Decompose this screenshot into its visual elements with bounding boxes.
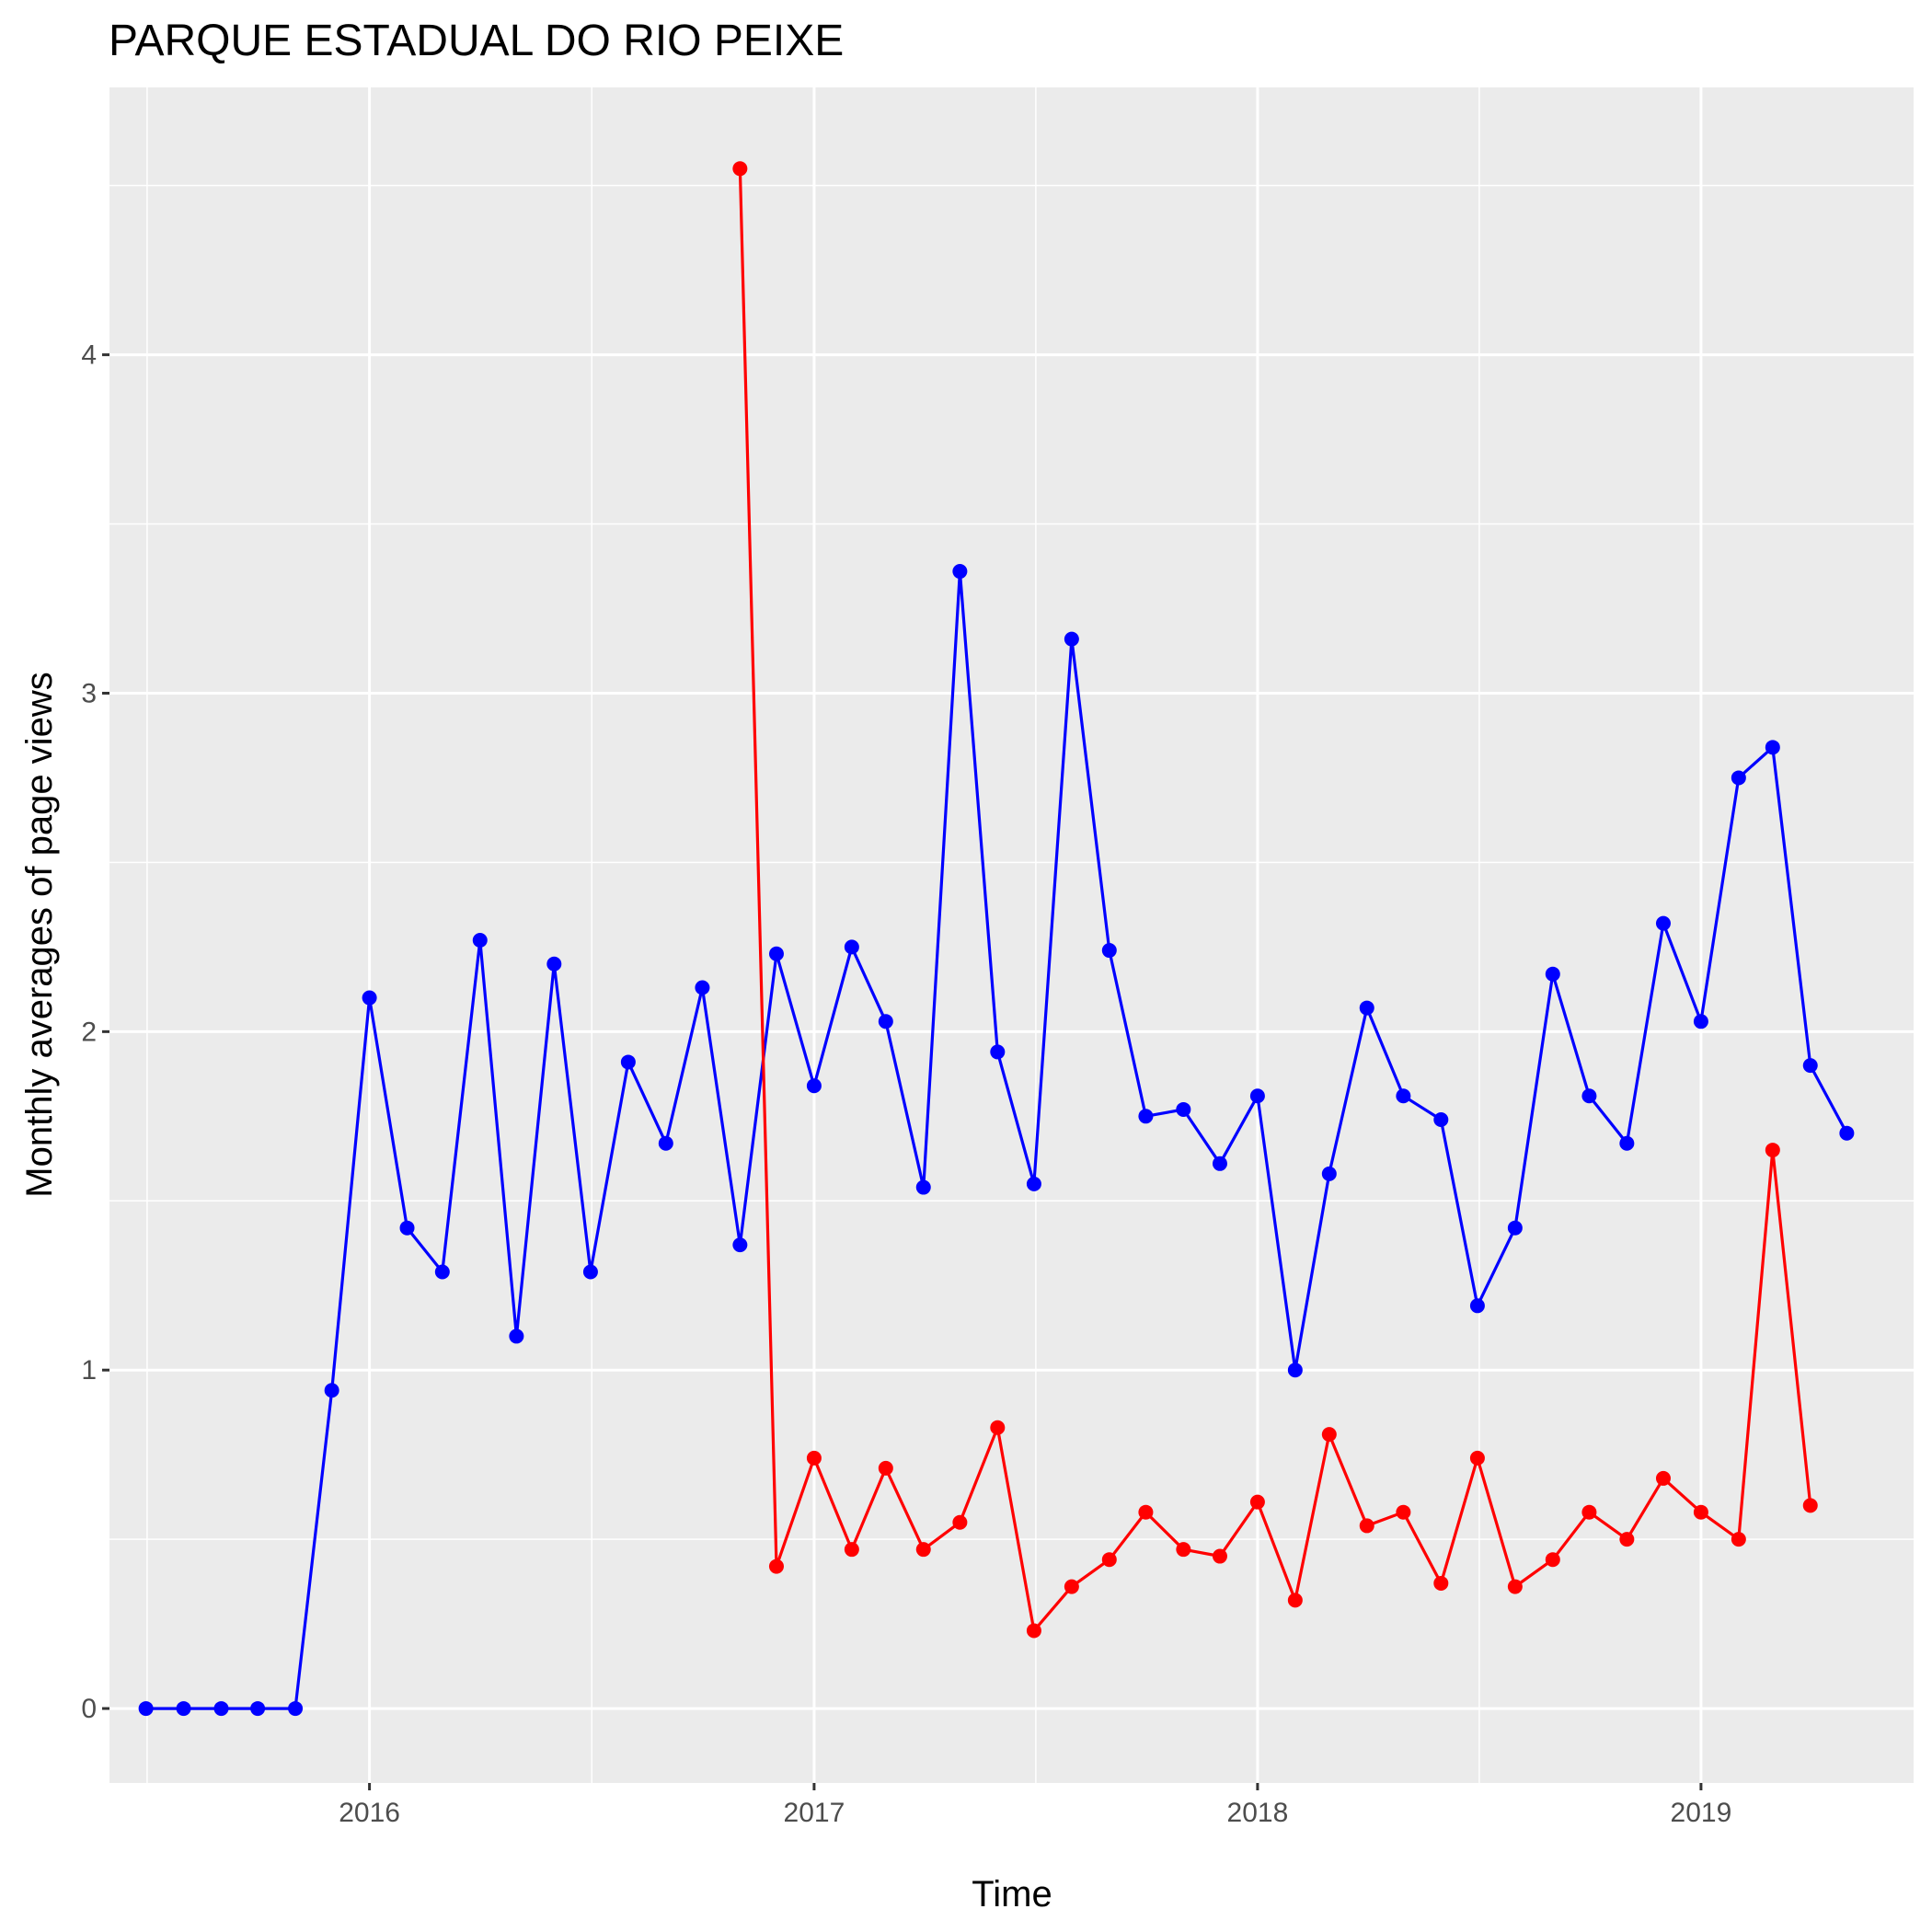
series-1-point (1839, 1125, 1855, 1141)
series-2-point (1545, 1552, 1560, 1568)
series-1-point (732, 1237, 748, 1253)
chart-title: PARQUE ESTADUAL DO RIO PEIXE (109, 17, 844, 65)
series-1-point (138, 1701, 154, 1717)
series-1-point (1176, 1101, 1191, 1117)
y-axis-title: Monthly averages of page views (19, 672, 60, 1197)
series-1-point (915, 1179, 931, 1195)
y-axis: 0 1 2 3 4 (81, 340, 109, 1724)
series-2-point (878, 1460, 893, 1476)
series-2-point (990, 1420, 1006, 1435)
series-2-point (1249, 1494, 1265, 1510)
series-2-point (1396, 1504, 1411, 1520)
series-2-point (1581, 1504, 1597, 1520)
x-axis: 2016 2017 2018 2019 (339, 1783, 1731, 1828)
series-1-point (952, 564, 968, 580)
series-2-point (1212, 1548, 1227, 1564)
series-1-point (1396, 1088, 1411, 1104)
y-tick-label: 3 (81, 678, 97, 708)
x-tick-label: 2017 (784, 1798, 845, 1828)
series-1-point (250, 1701, 266, 1717)
series-2-point (1026, 1623, 1041, 1639)
series-1-point (1619, 1135, 1635, 1151)
x-tick-label: 2019 (1671, 1798, 1732, 1828)
series-1-point (472, 933, 488, 949)
series-1-point (1212, 1156, 1227, 1171)
x-tick-label: 2016 (339, 1798, 400, 1828)
series-2-point (915, 1542, 931, 1558)
series-2-point (844, 1542, 859, 1558)
series-1-point (399, 1220, 415, 1236)
series-2-point (1693, 1504, 1708, 1520)
series-1-point (695, 980, 710, 995)
series-1-point (1765, 740, 1780, 755)
series-2-point (1469, 1450, 1485, 1466)
series-2-point (1287, 1593, 1303, 1608)
grid-minor (109, 87, 1914, 1783)
series-2-line (738, 168, 1812, 1633)
x-axis-title: Time (972, 1874, 1052, 1915)
series-2-point (1138, 1504, 1154, 1520)
series-1-point (990, 1044, 1006, 1060)
series-1-point (1321, 1166, 1337, 1181)
series-1-point (1581, 1088, 1597, 1104)
series-2-point (1619, 1532, 1635, 1547)
series-1-point (1802, 1058, 1818, 1074)
plot-panel (109, 87, 1914, 1783)
series-1-point (1287, 1363, 1303, 1378)
series-1-point (324, 1383, 339, 1398)
series-1-point (658, 1135, 673, 1151)
y-tick-label: 0 (81, 1694, 97, 1724)
series-1-point (878, 1014, 893, 1029)
series-2-point (806, 1450, 822, 1466)
series-2-point (1176, 1542, 1191, 1558)
grid-major (109, 87, 1914, 1783)
series-1-point (806, 1078, 822, 1094)
series-1-point (1433, 1111, 1449, 1127)
series-2-point (1655, 1470, 1671, 1486)
series-1-point (362, 990, 377, 1006)
series-1-point (1249, 1088, 1265, 1104)
series-1-point (509, 1328, 524, 1344)
series-2-point (1433, 1575, 1449, 1591)
series-2-point (1731, 1532, 1746, 1547)
series-1-point (1655, 915, 1671, 931)
series-2-point (1765, 1143, 1780, 1158)
series-1-point (1731, 770, 1746, 786)
series-1-point (1138, 1109, 1154, 1124)
series-1-point (1101, 943, 1117, 959)
series-2-point (952, 1514, 968, 1530)
series-2-point (768, 1558, 784, 1574)
series-2-point (732, 161, 748, 177)
series-1-point (582, 1264, 598, 1280)
series-1-point (1064, 631, 1079, 647)
y-tick-label: 4 (81, 340, 97, 371)
series-2-point (1507, 1579, 1523, 1594)
series-1-point (1026, 1176, 1041, 1191)
series-2-point (1802, 1498, 1818, 1513)
series-1-point (1545, 966, 1560, 982)
series-1-point (176, 1701, 191, 1717)
series-1-point (1693, 1014, 1708, 1029)
series-1-point (434, 1264, 450, 1280)
series-1-point (288, 1701, 304, 1717)
series-2-point (1321, 1427, 1337, 1443)
series-1-point (844, 939, 859, 955)
series-1-point (546, 956, 562, 972)
series-1-point (1359, 1000, 1374, 1016)
y-tick-label: 2 (81, 1017, 97, 1047)
series-1-point (1507, 1220, 1523, 1236)
series-2-point (1359, 1518, 1374, 1534)
series-2-point (1064, 1579, 1079, 1594)
x-tick-label: 2018 (1227, 1798, 1289, 1828)
series-1-point (1469, 1298, 1485, 1314)
series-1-point (213, 1701, 229, 1717)
series-2-point (1101, 1552, 1117, 1568)
y-tick-label: 1 (81, 1355, 97, 1386)
series-1-point (768, 946, 784, 961)
series-layer (138, 161, 1855, 1717)
series-1-point (620, 1054, 636, 1070)
